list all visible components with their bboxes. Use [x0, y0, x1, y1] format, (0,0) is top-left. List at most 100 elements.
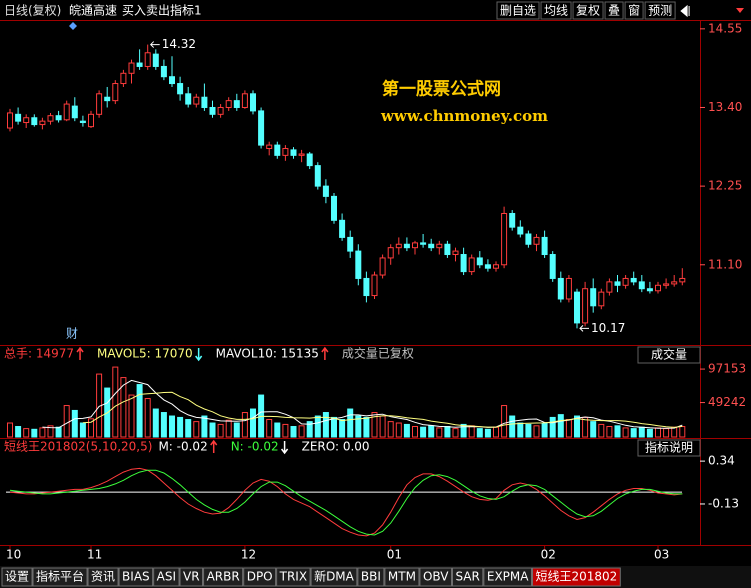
tab-label[interactable]: EXPMA — [487, 570, 529, 584]
candle-body — [185, 93, 192, 105]
panel-label-frame[interactable] — [637, 439, 701, 457]
volume-bar — [201, 415, 208, 438]
tab-label[interactable]: 资讯 — [91, 570, 115, 584]
button-frame — [540, 1, 572, 20]
watermark-url: www.chnmoney.com — [380, 107, 548, 125]
candle-body — [646, 288, 653, 292]
tab-label[interactable]: TRIX — [279, 570, 307, 584]
tab[interactable]: BIAS — [118, 567, 154, 587]
tab-label[interactable]: SAR — [455, 570, 479, 584]
tab-label[interactable]: ARBR — [207, 570, 240, 584]
event-marker[interactable]: 财 — [66, 327, 78, 341]
toolbar-button[interactable]: 窗 — [628, 4, 640, 18]
tab[interactable]: 资讯 — [87, 567, 119, 587]
tab[interactable]: VR — [179, 567, 204, 587]
candle-body — [7, 112, 13, 129]
volume-bar — [71, 409, 78, 438]
tab[interactable]: MTM — [384, 567, 420, 587]
candle-body — [306, 153, 313, 167]
trend-arrow — [280, 441, 289, 455]
tab-frame[interactable] — [87, 567, 119, 587]
volume-bar — [387, 421, 394, 438]
volume-bar — [225, 419, 232, 438]
tab-frame[interactable] — [32, 567, 88, 587]
tab-label[interactable]: DPO — [247, 570, 273, 584]
tab-frame[interactable] — [384, 567, 420, 587]
readout: MAVOL10: 15135 — [216, 347, 319, 361]
tab-frame[interactable] — [483, 567, 532, 587]
tab-frame[interactable] — [419, 567, 452, 587]
candle-body — [387, 247, 394, 259]
tab[interactable]: EXPMA — [483, 567, 532, 587]
tab-frame[interactable] — [243, 567, 277, 587]
readout: 成交量已复权 — [342, 346, 414, 361]
panel-label-frame[interactable] — [637, 346, 701, 364]
tab-label[interactable]: OBV — [423, 570, 449, 584]
tab[interactable]: ARBR — [203, 567, 244, 587]
candle-body — [606, 281, 613, 293]
candle-body — [217, 106, 224, 115]
tab-frame[interactable] — [531, 567, 621, 587]
tab-label[interactable]: ASI — [157, 570, 176, 584]
candle-body — [63, 103, 70, 121]
tab-label[interactable]: BBI — [361, 570, 381, 584]
volume-bar — [306, 421, 313, 438]
tab-frame[interactable] — [451, 567, 484, 587]
tab-label[interactable]: 指标平台 — [36, 569, 84, 584]
tab[interactable]: OBV — [419, 567, 452, 587]
candle-body — [379, 257, 386, 276]
volume-bar — [169, 415, 175, 438]
toolbar-button[interactable]: 预测 — [648, 4, 672, 18]
toolbar-button[interactable]: 均线 — [544, 4, 568, 18]
nav-arrows[interactable] — [680, 4, 690, 18]
candle-body — [403, 243, 410, 249]
tab-label[interactable]: 新DMA — [314, 569, 355, 584]
volume-bar — [663, 428, 670, 438]
tab[interactable]: DPO — [243, 567, 277, 587]
tab-frame[interactable] — [310, 567, 358, 587]
tab-label[interactable]: VR — [183, 570, 200, 584]
tab[interactable]: ASI — [153, 567, 180, 587]
candle-body — [331, 195, 337, 221]
volume-bar — [646, 428, 653, 438]
toolbar-button[interactable]: 删自选 — [500, 4, 536, 18]
panel-label[interactable]: 指标说明 — [645, 440, 693, 455]
tab[interactable]: SAR — [451, 567, 484, 587]
tab-label[interactable]: 短线王201802 — [535, 570, 617, 584]
tab-frame[interactable] — [276, 567, 311, 587]
toolbar-button[interactable]: 复权 — [576, 4, 600, 18]
candle-body — [274, 144, 281, 156]
tab[interactable]: TRIX — [276, 567, 311, 587]
candle-body — [152, 53, 159, 67]
candle-body — [395, 243, 402, 249]
tab-label[interactable]: 设置 — [5, 570, 29, 584]
tab-frame[interactable] — [153, 567, 180, 587]
volume-bar — [322, 412, 329, 438]
tab[interactable]: 指标平台 — [32, 567, 88, 587]
tab-label[interactable]: BIAS — [122, 570, 150, 584]
indicator-title: 短线王201802(5,10,20,5) — [4, 440, 152, 454]
tab-frame[interactable] — [203, 567, 244, 587]
y-tick-label: -0.13 — [708, 496, 739, 510]
panel-label[interactable]: 成交量 — [651, 347, 687, 362]
tab[interactable]: BBI — [357, 567, 385, 587]
candle-body — [598, 291, 605, 307]
candle-body — [501, 212, 508, 266]
volume-bar — [565, 419, 572, 438]
tab-label[interactable]: MTM — [388, 570, 416, 584]
x-tick-label: 01 — [387, 548, 402, 562]
candle-body — [363, 277, 370, 297]
tab[interactable]: 短线王201802 — [531, 567, 621, 587]
tab-frame[interactable] — [357, 567, 385, 587]
volume-bar — [136, 384, 143, 438]
tab-frame[interactable] — [118, 567, 154, 587]
tab-frame[interactable] — [1, 567, 33, 587]
volume-bar — [112, 366, 119, 438]
tab[interactable]: 新DMA — [310, 567, 358, 587]
tab-frame[interactable] — [179, 567, 204, 587]
toolbar: 日线(复权) 皖通高速 买入卖出指标1 — [4, 3, 202, 18]
toolbar-button[interactable]: 叠 — [608, 4, 620, 18]
dropdown-icon[interactable] — [736, 8, 744, 13]
stock-name: 皖通高速 — [69, 3, 117, 18]
tab[interactable]: 设置 — [1, 567, 33, 587]
